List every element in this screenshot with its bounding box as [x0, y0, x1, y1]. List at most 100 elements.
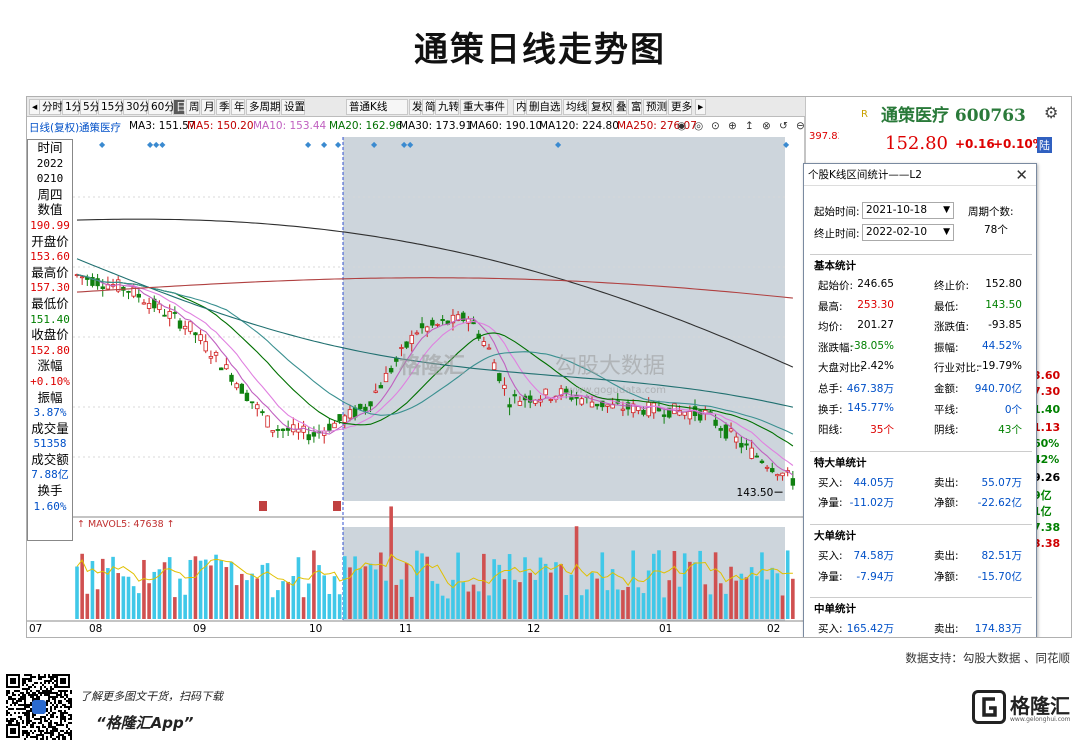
toolbar-button[interactable]: 月	[201, 99, 215, 115]
volume-bar	[739, 573, 744, 619]
volume-bar	[348, 567, 352, 619]
chart-tool-icon[interactable]: ↥	[745, 120, 754, 132]
chart-tool-icon[interactable]: ◉	[677, 120, 687, 132]
stock-name[interactable]: 通策医疗 600763	[881, 106, 1026, 126]
candle-body	[188, 321, 193, 332]
ma-legend-item: MA10: 153.44	[253, 120, 327, 132]
scroll-right-icon[interactable]: ▸	[695, 99, 707, 115]
volume-bar	[760, 552, 764, 619]
chevron-down-icon[interactable]: ▼	[943, 205, 950, 215]
toolbar-button[interactable]: 年	[231, 99, 245, 115]
end-time-select[interactable]: 2022-02-10 ▼	[862, 224, 954, 241]
candle-body	[481, 341, 487, 346]
toolbar-button[interactable]: 周	[186, 99, 200, 115]
toolbar-button[interactable]: 更多	[668, 99, 692, 115]
toolbar-button[interactable]: 简	[422, 99, 436, 115]
chevron-down-icon[interactable]: ▼	[943, 227, 950, 237]
candle-body	[229, 374, 234, 382]
toolbar-button[interactable]: 季	[216, 99, 230, 115]
volume-bar	[518, 582, 522, 619]
gear-icon[interactable]: ⚙	[1044, 103, 1059, 122]
info-panel-row: 周四	[37, 186, 63, 202]
ma120-line	[76, 218, 794, 368]
candle-body	[363, 406, 368, 411]
volume-bar	[80, 553, 84, 619]
toolbar-button[interactable]: 60分	[148, 99, 175, 115]
volume-bar	[137, 593, 141, 619]
candle-body	[383, 372, 389, 383]
info-panel-row: 数值	[37, 202, 63, 218]
volume-bar	[667, 580, 672, 619]
chart-tool-icon[interactable]: ↺	[779, 120, 788, 132]
volume-bar	[605, 590, 610, 619]
toolbar-button[interactable]: 设置	[281, 99, 305, 115]
info-panel-row: 振幅	[37, 389, 63, 405]
close-icon[interactable]: ✕	[1015, 166, 1028, 184]
volume-bar	[162, 562, 167, 619]
volume-bar	[178, 578, 182, 619]
ma10-line	[76, 274, 794, 466]
volume-bar	[688, 561, 692, 619]
toolbar-button[interactable]: 复权	[588, 99, 612, 115]
toolbar-button[interactable]: 分时	[39, 99, 63, 115]
chart-tool-icon[interactable]: ⊗	[762, 120, 771, 132]
toolbar-button[interactable]: 重大事件	[460, 99, 508, 115]
volume-bar	[682, 553, 687, 619]
toolbar-button[interactable]: 内	[513, 99, 527, 115]
candle-body	[193, 332, 198, 336]
toolbar-button[interactable]: 30分	[123, 99, 150, 115]
toolbar-button[interactable]: 叠	[613, 99, 627, 115]
chart-tool-icon[interactable]: ⊖	[796, 120, 805, 132]
chart-period-label: 日线(复权)	[29, 122, 80, 134]
candle-body	[244, 392, 250, 402]
stat-label: 卖出:	[934, 623, 959, 636]
x-axis-label: 08	[89, 623, 103, 635]
toolbar-button[interactable]: 普通K线	[346, 99, 408, 115]
candle-body	[388, 368, 394, 373]
candle-body	[136, 293, 141, 298]
candle-body	[270, 430, 275, 433]
toolbar-button[interactable]: 1分	[62, 99, 82, 115]
toolbar-button[interactable]: 富	[628, 99, 642, 115]
volume-bar	[456, 552, 460, 619]
candle-body	[759, 460, 765, 464]
stat-label: 卖出:	[934, 476, 959, 489]
candle-body	[527, 395, 533, 403]
volume-bar	[116, 573, 120, 619]
toolbar-button[interactable]: 日	[173, 99, 187, 115]
candle-body	[543, 388, 548, 396]
volume-bar	[193, 556, 198, 619]
stat-label: 买入:	[818, 623, 843, 636]
stat-value: -7.94万	[856, 570, 894, 583]
chart-tool-icon[interactable]: ⊕	[728, 120, 737, 132]
volume-bar	[95, 589, 100, 619]
stat-label: 卖出:	[934, 550, 959, 562]
toolbar-button[interactable]: 均线	[563, 99, 587, 115]
volume-bar	[229, 561, 234, 619]
toolbar-button[interactable]: 5分	[80, 99, 100, 115]
logo-url: www.gelonghui.com	[1010, 716, 1071, 723]
chart-tool-icon[interactable]: ◎	[694, 120, 704, 132]
volume-bar	[219, 560, 223, 619]
end-time-label: 终止时间:	[814, 228, 860, 240]
volume-bar	[497, 564, 502, 619]
volume-bar	[276, 590, 280, 619]
toolbar-button[interactable]: 多周期	[246, 99, 281, 115]
volume-bar	[652, 553, 656, 619]
volume-bar	[240, 573, 244, 619]
event-marker-icon: ◆	[305, 140, 312, 149]
volume-bar	[564, 594, 569, 619]
toolbar-button[interactable]: 删自选	[526, 99, 562, 115]
toolbar-button[interactable]: 九转	[435, 99, 459, 115]
logo-icon	[972, 690, 1006, 724]
chart-tool-icon[interactable]: ⊙	[711, 120, 720, 132]
toolbar-button[interactable]: 15分	[98, 99, 125, 115]
toolbar-button[interactable]: 预测	[643, 99, 667, 115]
right-strip-value: 42%	[1033, 453, 1060, 466]
toolbar-button[interactable]: 发	[409, 99, 423, 115]
candle-body	[754, 455, 759, 458]
start-time-select[interactable]: 2021-10-18 ▼	[862, 202, 954, 219]
volume-bar	[286, 581, 290, 619]
candle-body	[491, 362, 497, 371]
stat-label: 净额:	[934, 570, 959, 583]
